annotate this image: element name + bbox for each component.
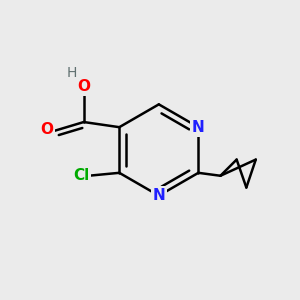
Text: N: N — [152, 188, 165, 203]
Text: H: H — [67, 66, 77, 80]
Text: O: O — [77, 79, 90, 94]
Text: N: N — [192, 120, 205, 135]
Text: Cl: Cl — [73, 168, 89, 183]
Text: O: O — [40, 122, 53, 137]
